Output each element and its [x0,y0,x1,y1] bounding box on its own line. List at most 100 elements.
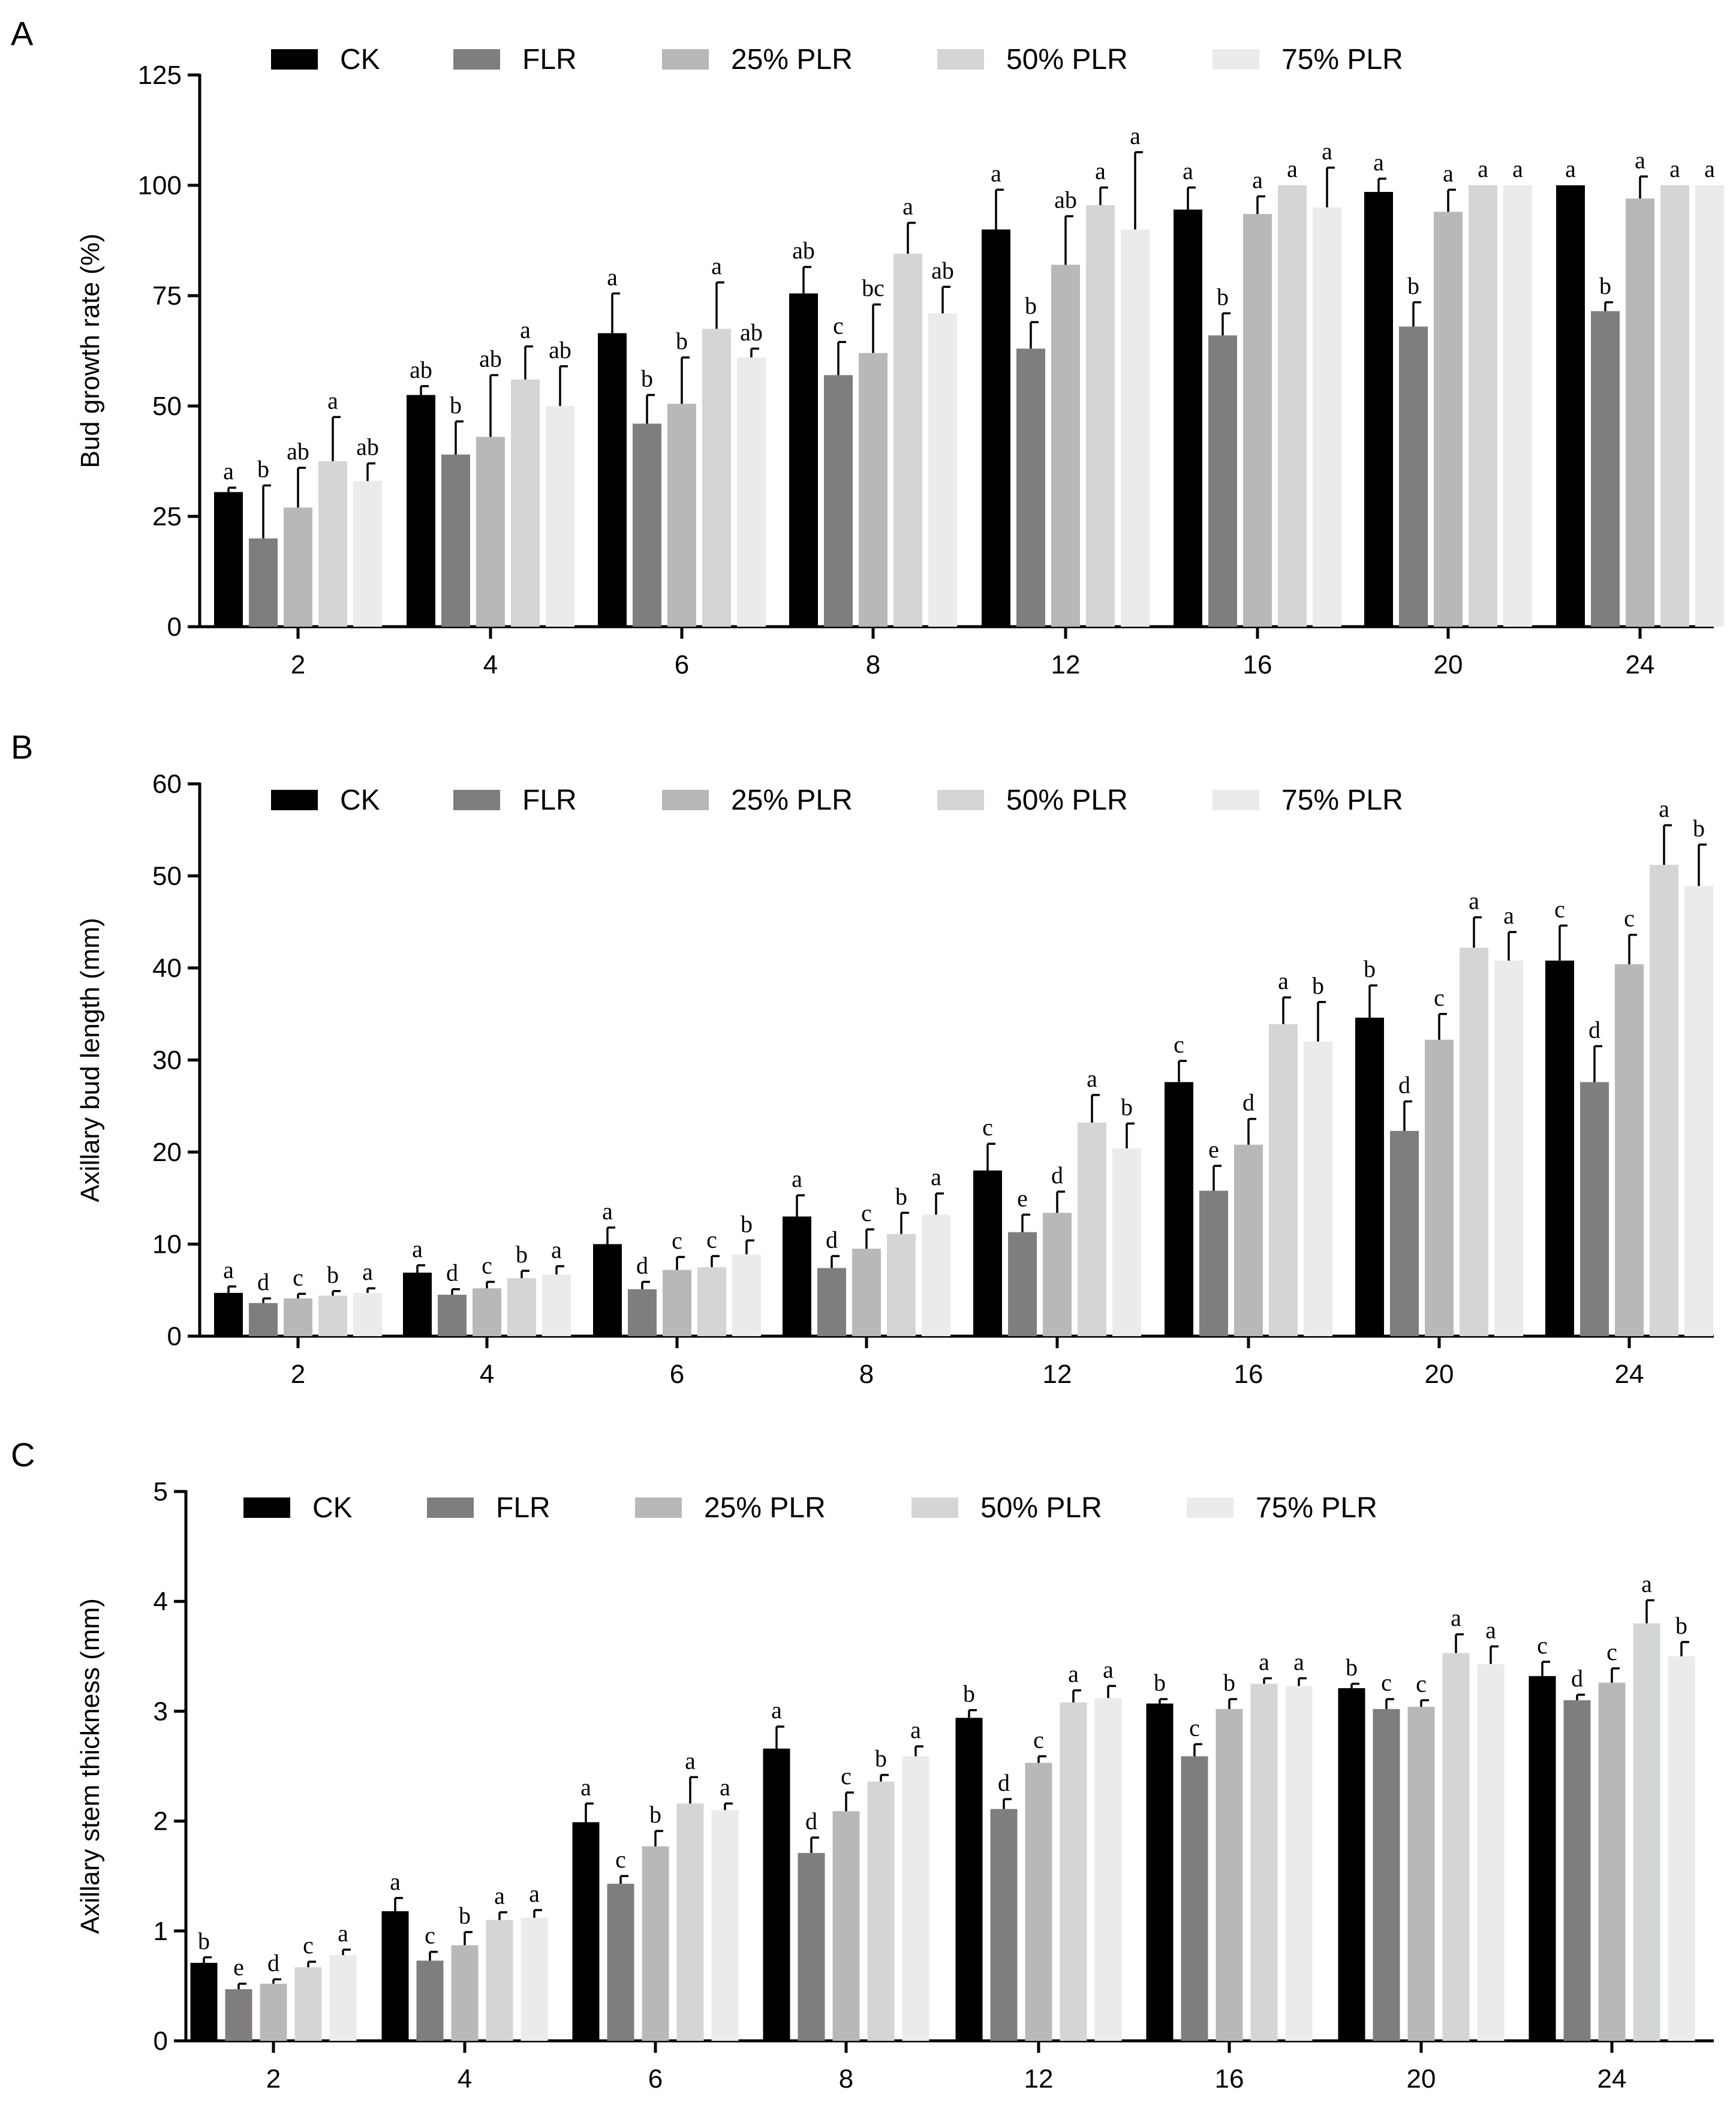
bar-75pct-plr-24 [1668,1656,1695,2041]
significance-letter: a [711,252,722,279]
legend-label-75pct-plr: 75% PLR [1256,1492,1377,1524]
bar-ck-6 [598,333,627,627]
x-tick-label: 24 [1626,650,1655,679]
significance-letter: b [963,1680,975,1707]
legend-label-25pct-plr: 25% PLR [704,1492,826,1524]
bar-75pct-plr-2 [329,1955,357,2041]
bar-ck-2 [214,1292,243,1336]
bar-flr-12 [1008,1232,1037,1336]
legend-swatch-flr [453,790,500,810]
bar-25pct-plr-16 [1243,213,1272,627]
significance-letter: ab [931,257,954,284]
bar-ck-4 [407,395,435,627]
significance-letter: a [1322,138,1332,165]
legend-label-75pct-plr: 75% PLR [1281,44,1403,76]
significance-letter: a [1130,122,1141,149]
significance-letter: b [1154,1669,1166,1696]
bar-25pct-plr-2 [260,1983,287,2041]
x-tick-label: 20 [1434,650,1463,679]
legend-swatch-25pct-plr [635,1497,682,1518]
significance-letter: d [257,1268,269,1295]
significance-letter: d [826,1226,838,1253]
significance-letter: a [223,458,234,485]
bar-flr-4 [441,454,470,627]
legend-swatch-50pct-plr [911,1497,958,1518]
significance-letter: b [327,1261,339,1288]
bar-75pct-plr-20 [1477,1664,1505,2041]
legend-label-ck: CK [340,44,380,76]
bar-ck-16 [1165,1082,1193,1336]
significance-letter: c [1381,1669,1392,1696]
significance-letter: a [1503,902,1514,929]
significance-letter: a [412,1235,423,1262]
bar-75pct-plr-24 [1684,886,1713,1336]
significance-letter: a [1293,1648,1304,1675]
y-tick-label: 0 [167,612,182,642]
panel-label: C [11,1436,35,1474]
bar-ck-12 [955,1718,983,2041]
x-tick-label: 20 [1425,1360,1454,1389]
bar-flr-8 [798,1853,825,2041]
bar-75pct-plr-16 [1285,1686,1313,2041]
significance-letter: a [771,1697,782,1724]
significance-letter: c [1434,984,1445,1011]
significance-letter: a [327,387,338,414]
significance-letter: b [459,1902,471,1929]
bar-50pct-plr-20 [1469,185,1497,627]
bar-25pct-plr-8 [852,1249,881,1336]
bar-25pct-plr-20 [1407,1707,1435,2041]
significance-letter: a [1252,166,1263,193]
bar-75pct-plr-8 [922,1214,950,1336]
x-tick-label: 16 [1243,650,1272,679]
bar-75pct-plr-20 [1494,960,1523,1336]
bar-ck-2 [214,492,243,627]
significance-letter: c [615,1846,626,1873]
bar-ck-8 [783,1216,811,1336]
y-tick-label: 20 [152,1138,182,1167]
legend-label-flr: FLR [496,1492,550,1524]
bar-50pct-plr-2 [318,1295,347,1336]
x-tick-label: 24 [1597,2064,1627,2094]
bar-50pct-plr-24 [1650,865,1678,1336]
significance-letter: c [1537,1632,1548,1659]
legend-label-ck: CK [340,784,380,816]
significance-letter: c [1624,905,1635,932]
significance-letter: b [875,1745,887,1772]
significance-letter: e [233,1954,244,1981]
significance-letter: ab [356,434,379,461]
bar-25pct-plr-2 [284,1298,312,1336]
bar-flr-20 [1390,1130,1419,1336]
significance-letter: a [1451,1604,1461,1631]
bar-25pct-plr-2 [284,507,312,627]
significance-letter: c [293,1264,303,1291]
significance-letter: a [1183,158,1193,185]
significance-letter: ab [1054,187,1077,213]
significance-letter: b [516,1241,528,1268]
bar-flr-24 [1591,311,1620,627]
legend-label-flr: FLR [522,784,577,816]
bar-ck-24 [1545,960,1574,1336]
legend-label-flr: FLR [522,44,577,76]
significance-letter: a [1469,888,1479,915]
significance-letter: a [1278,967,1289,994]
bar-50pct-plr-6 [702,329,731,627]
x-tick-label: 8 [839,2064,853,2094]
significance-letter: a [529,1880,540,1907]
significance-letter: c [1189,1714,1200,1741]
bar-25pct-plr-24 [1626,199,1654,627]
significance-letter: a [338,1920,348,1947]
significance-letter: a [1443,160,1454,187]
legend: CK FLR 25% PLR 50% PLR 75% PLR [271,44,1403,76]
significance-letter: a [520,317,531,344]
legend-swatch-25pct-plr [662,790,709,810]
bar-50pct-plr-20 [1442,1653,1470,2041]
x-tick-label: 6 [670,1360,684,1389]
bar-75pct-plr-4 [546,406,574,627]
bar-75pct-plr-16 [1313,207,1341,627]
significance-letter: b [1217,283,1229,310]
significance-letter: c [482,1252,492,1279]
bar-flr-4 [416,1960,444,2041]
significance-letter: a [1259,1648,1269,1675]
significance-letter: b [1599,272,1611,299]
